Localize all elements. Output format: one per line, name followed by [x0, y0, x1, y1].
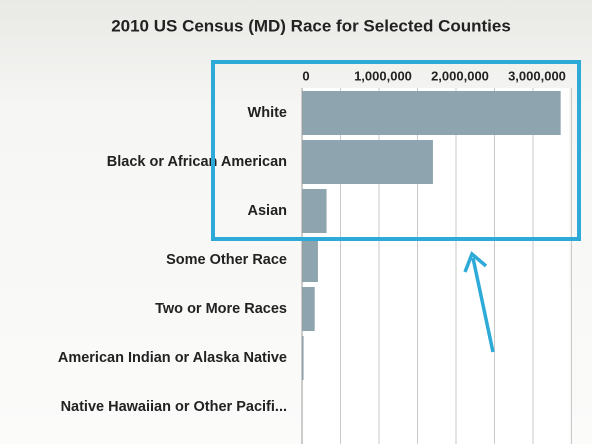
chart-title: 2010 US Census (MD) Race for Selected Co…	[111, 16, 511, 35]
bar	[302, 91, 561, 135]
x-tick-label: 0	[302, 68, 309, 83]
bar	[302, 238, 318, 282]
bar	[302, 336, 304, 380]
y-tick-label: Two or More Races	[155, 301, 287, 317]
y-tick-label: White	[248, 105, 287, 121]
y-tick-label: Black or African American	[107, 154, 287, 170]
y-tick-label: Native Hawaiian or Other Pacifi...	[61, 399, 287, 415]
y-tick-label: American Indian or Alaska Native	[58, 350, 287, 366]
y-tick-label: Some Other Race	[166, 252, 287, 268]
arrow-shaft	[471, 257, 495, 353]
x-tick-label: 3,000,000	[508, 68, 566, 83]
arrow-head	[463, 251, 488, 273]
bar	[302, 287, 315, 331]
x-tick-label: 2,000,000	[431, 68, 489, 83]
y-tick-label: Asian	[248, 203, 288, 219]
bar	[302, 140, 433, 184]
x-tick-label: 1,000,000	[354, 68, 412, 83]
chart: 0 1,000,000 2,000,000 3,000,000 White Black o…	[58, 68, 572, 444]
bar	[302, 189, 327, 233]
highlight-box	[211, 60, 581, 241]
